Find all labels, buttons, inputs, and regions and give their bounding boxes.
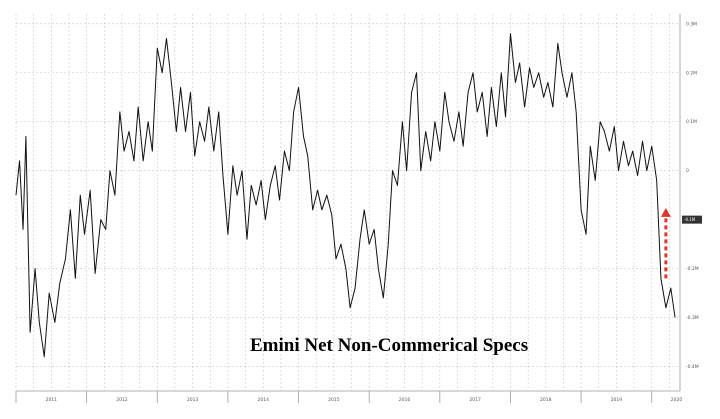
chart-title: Emini Net Non-Commerical Specs <box>250 335 528 356</box>
y-tick-label: 0.3M <box>686 21 697 27</box>
series <box>15 33 676 358</box>
y-tick-label: -0.3M <box>686 315 699 321</box>
y-tick-label: -0.4M <box>686 364 699 370</box>
x-tick-label: 2015 <box>328 397 340 403</box>
y-tick-label: 0.1M <box>686 119 697 125</box>
x-tick-label: 2017 <box>469 397 481 403</box>
y-tick-label: -0.2M <box>686 266 699 272</box>
axes: 0.3M 0.2M 0.1M 0 -0.2M -0.3M -0.4M 2011 2012 2013… <box>15 14 702 403</box>
y-tick-label: 0 <box>686 168 689 174</box>
x-tick-label: 2014 <box>258 397 270 403</box>
annotations <box>660 207 671 279</box>
x-tick-label: 2011 <box>46 397 58 403</box>
x-tick-label: 2020 <box>671 397 683 403</box>
x-tick-label: 2016 <box>399 397 411 403</box>
gridlines <box>15 14 680 391</box>
y-tick-label: 0.2M <box>686 70 697 76</box>
x-tick-label: 2018 <box>540 397 552 403</box>
x-tick-label: 2013 <box>187 397 199 403</box>
x-tick-label: 2012 <box>116 397 128 403</box>
last-value-marker <box>682 215 702 224</box>
series-line <box>15 33 676 358</box>
last-value-label: -0.1M <box>684 217 696 222</box>
x-tick-label: 2019 <box>611 397 623 403</box>
arrow-head <box>660 207 671 217</box>
